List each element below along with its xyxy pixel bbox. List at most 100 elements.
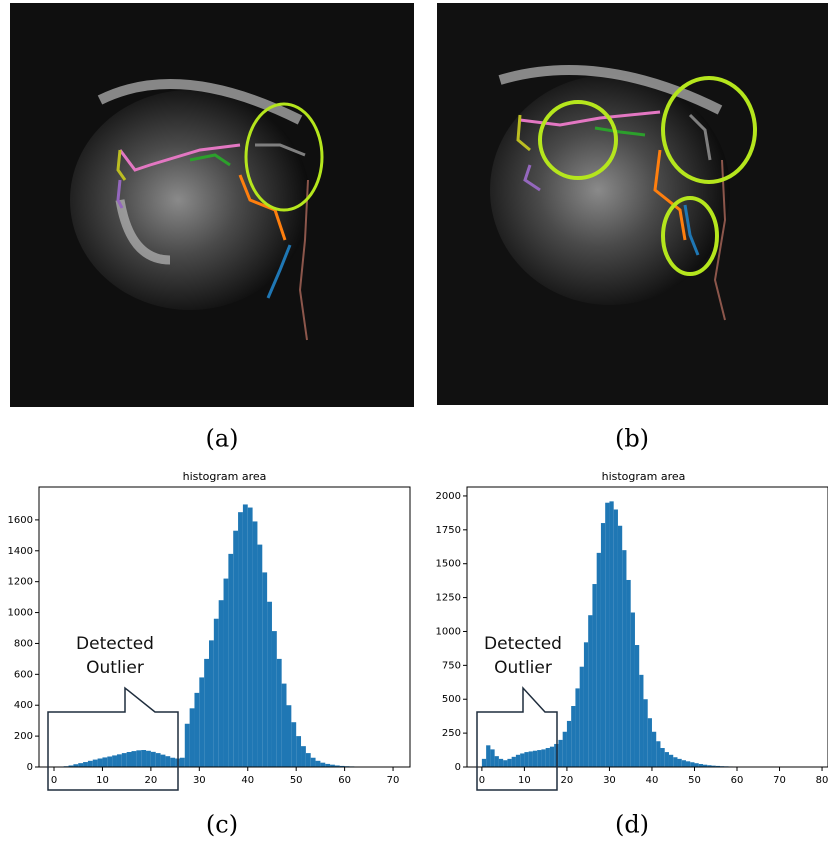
bar bbox=[68, 765, 74, 767]
y-tick-label: 800 bbox=[14, 638, 33, 649]
bar bbox=[194, 692, 200, 767]
bar bbox=[121, 753, 127, 767]
bar bbox=[189, 708, 195, 767]
bar bbox=[334, 765, 340, 767]
bar bbox=[541, 749, 546, 767]
axes-frame bbox=[38, 486, 411, 768]
bar bbox=[310, 757, 316, 767]
bar bbox=[165, 756, 171, 767]
bar bbox=[579, 666, 584, 767]
y-tick-label: 1000 bbox=[436, 626, 461, 637]
bar bbox=[97, 758, 103, 767]
y-tick-label: 0 bbox=[455, 762, 461, 773]
bar bbox=[685, 761, 691, 767]
bar bbox=[532, 750, 538, 767]
bar bbox=[262, 572, 268, 767]
bar bbox=[656, 741, 661, 767]
bar bbox=[136, 750, 142, 767]
bar bbox=[673, 757, 678, 767]
bar bbox=[711, 765, 716, 767]
bar bbox=[87, 760, 93, 767]
bar bbox=[639, 674, 644, 767]
bar bbox=[617, 525, 623, 767]
bar bbox=[681, 760, 686, 767]
annotation: Detected Outlier bbox=[484, 634, 562, 678]
bar bbox=[83, 762, 88, 767]
bar bbox=[622, 550, 627, 767]
y-tick-label: 1750 bbox=[436, 525, 461, 536]
y-tick-label: 0 bbox=[27, 762, 33, 773]
bar bbox=[247, 507, 253, 767]
bar bbox=[583, 642, 589, 767]
bar bbox=[330, 764, 335, 767]
y-tick-label: 1250 bbox=[436, 593, 461, 604]
bar bbox=[78, 763, 84, 767]
y-tick-label: 1400 bbox=[8, 546, 33, 557]
bar bbox=[184, 723, 190, 767]
bar bbox=[102, 757, 108, 767]
y-tick-label: 600 bbox=[14, 669, 33, 680]
bar bbox=[592, 584, 597, 767]
bar bbox=[507, 758, 512, 767]
mri-image-b bbox=[437, 3, 828, 405]
y-tick-label: 2000 bbox=[436, 491, 461, 502]
bar bbox=[566, 720, 572, 767]
bar bbox=[301, 746, 306, 767]
bar bbox=[596, 552, 601, 767]
y-tick-label: 1200 bbox=[8, 577, 33, 588]
axes-frame bbox=[466, 486, 828, 768]
caption: (a) bbox=[205, 425, 238, 453]
bar bbox=[271, 631, 277, 767]
bar bbox=[286, 705, 292, 767]
x-tick-label: 0 bbox=[51, 775, 57, 786]
bar bbox=[228, 553, 234, 767]
x-tick-label: 20 bbox=[145, 775, 158, 786]
caption: (d) bbox=[615, 811, 649, 839]
bar bbox=[179, 757, 185, 767]
bar bbox=[707, 765, 712, 767]
bar bbox=[698, 764, 703, 767]
annotation: Detected Outlier bbox=[76, 634, 154, 678]
bar bbox=[668, 754, 674, 767]
bar bbox=[605, 502, 610, 767]
bar bbox=[715, 765, 720, 767]
bar bbox=[677, 758, 682, 767]
bar bbox=[528, 751, 533, 767]
bar bbox=[276, 658, 282, 767]
bar bbox=[213, 618, 219, 767]
bar bbox=[146, 750, 151, 767]
bar bbox=[694, 763, 699, 767]
y-tick-label: 200 bbox=[14, 731, 33, 742]
bar bbox=[524, 752, 529, 767]
bar bbox=[537, 750, 542, 767]
bar bbox=[257, 544, 263, 767]
bar bbox=[141, 750, 147, 767]
bar bbox=[305, 753, 311, 767]
bar bbox=[690, 762, 695, 767]
x-tick-label: 70 bbox=[773, 775, 786, 786]
bar bbox=[651, 731, 657, 767]
bar bbox=[575, 688, 580, 767]
bar bbox=[613, 509, 618, 767]
x-tick-label: 80 bbox=[816, 775, 828, 786]
caption: (c) bbox=[206, 811, 238, 839]
bar bbox=[116, 754, 122, 767]
x-tick-label: 70 bbox=[387, 775, 400, 786]
bar bbox=[481, 758, 487, 767]
x-tick-label: 10 bbox=[518, 775, 531, 786]
bar bbox=[626, 579, 631, 767]
bar bbox=[242, 504, 248, 767]
bar bbox=[634, 645, 640, 767]
bar bbox=[664, 752, 669, 767]
y-tick-label: 750 bbox=[442, 660, 461, 671]
outlier-callout bbox=[476, 686, 558, 791]
x-tick-label: 40 bbox=[241, 775, 254, 786]
x-tick-label: 40 bbox=[646, 775, 659, 786]
y-tick-label: 250 bbox=[442, 728, 461, 739]
bar bbox=[170, 757, 176, 767]
y-tick-label: 1600 bbox=[8, 515, 33, 526]
bar bbox=[296, 736, 302, 767]
x-tick-label: 50 bbox=[290, 775, 303, 786]
